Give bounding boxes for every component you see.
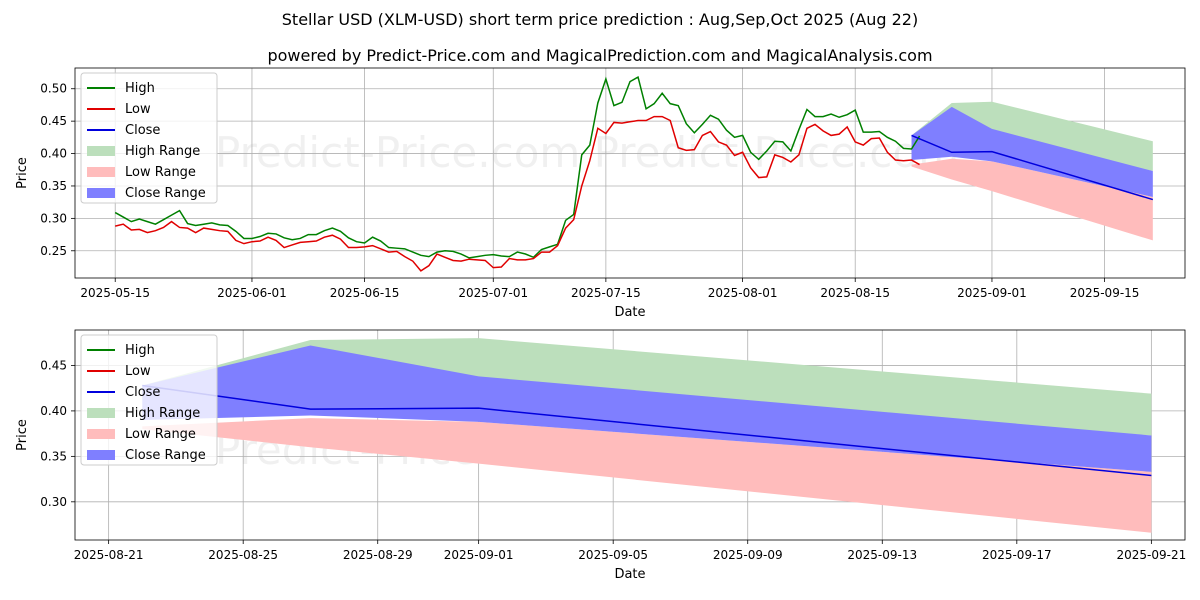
- legend-label: High Range: [125, 406, 200, 421]
- legend-swatch-patch: [87, 450, 115, 460]
- y-axis-label: Price: [15, 419, 30, 451]
- x-tick-label: 2025-07-15: [571, 286, 641, 300]
- legend-swatch-patch: [87, 408, 115, 418]
- axes-frame: [74, 329, 1186, 541]
- x-tick-label: 2025-08-21: [74, 548, 144, 562]
- x-tick-label: 2025-08-01: [708, 286, 778, 300]
- y-tick-label: 0.25: [40, 244, 67, 258]
- x-tick-label: 2025-08-15: [820, 286, 890, 300]
- legend-label: Low Range: [125, 427, 196, 442]
- high-line: [114, 75, 921, 259]
- legend-label: Low: [125, 102, 151, 117]
- close-range-band: [911, 106, 1153, 197]
- legend-label: High: [125, 343, 155, 358]
- close-forecast-line: [911, 134, 1154, 201]
- legend-label: Low Range: [125, 165, 196, 180]
- data-layer: [142, 338, 1152, 533]
- x-axis-label: Date: [614, 305, 645, 320]
- x-tick-label: 2025-09-13: [847, 548, 917, 562]
- legend-label: Close: [125, 123, 160, 138]
- low-range-band: [911, 158, 1153, 241]
- legend-swatch-patch: [87, 429, 115, 439]
- close-range-band: [142, 345, 1152, 472]
- legend-swatch-patch: [87, 188, 115, 198]
- legend-label: Low: [125, 364, 151, 379]
- x-axis-label: Date: [614, 567, 645, 582]
- low-range-band: [142, 418, 1152, 533]
- y-axis-label: Price: [15, 157, 30, 189]
- x-tick-label: 2025-09-01: [957, 286, 1027, 300]
- axes-frame: [74, 67, 1186, 279]
- x-tick-label: 2025-08-29: [343, 548, 413, 562]
- y-tick-label: 0.45: [40, 114, 67, 128]
- legend-label: Close Range: [125, 448, 206, 463]
- x-tick-label: 2025-09-15: [1070, 286, 1140, 300]
- y-tick-label: 0.45: [40, 358, 67, 372]
- x-tick-label: 2025-06-15: [330, 286, 400, 300]
- x-tick-label: 2025-05-15: [80, 286, 150, 300]
- panel-1: 2025-05-15 2025-06-01 2025-06-15 2025-07-01…: [15, 67, 1186, 320]
- y-tick-label: 0.50: [40, 82, 67, 96]
- legend-swatch-patch: [87, 146, 115, 156]
- chart-subtitle: powered by Predict-Price.com and Magical…: [267, 46, 933, 65]
- legend-label: High Range: [125, 144, 200, 159]
- panel-2: 2025-08-21 2025-08-25 2025-08-29 2025-09-01…: [15, 329, 1186, 582]
- x-tick-label: 2025-09-05: [578, 548, 648, 562]
- y-tick-label: 0.30: [40, 495, 67, 509]
- x-tick-label: 2025-06-01: [217, 286, 287, 300]
- y-tick-label: 0.40: [40, 147, 67, 161]
- legend-swatch-patch: [87, 167, 115, 177]
- chart-title: Stellar USD (XLM-USD) short term price p…: [281, 10, 919, 29]
- x-tick-label: 2025-09-21: [1116, 548, 1186, 562]
- y-tick-label: 0.30: [40, 211, 67, 225]
- legend-label: Close: [125, 385, 160, 400]
- x-tick-label: 2025-09-17: [982, 548, 1052, 562]
- x-tick-label: 2025-09-01: [444, 548, 514, 562]
- x-tick-label: 2025-09-09: [713, 548, 783, 562]
- y-tick-label: 0.35: [40, 449, 67, 463]
- y-tick-label: 0.40: [40, 404, 67, 418]
- x-tick-label: 2025-08-25: [208, 548, 278, 562]
- close-forecast-line: [142, 384, 1152, 477]
- x-tick-label: 2025-07-01: [458, 286, 528, 300]
- legend-label: Close Range: [125, 186, 206, 201]
- low-line: [115, 115, 920, 272]
- y-tick-label: 0.35: [40, 179, 67, 193]
- legend-label: High: [125, 81, 155, 96]
- data-layer: [114, 75, 1154, 272]
